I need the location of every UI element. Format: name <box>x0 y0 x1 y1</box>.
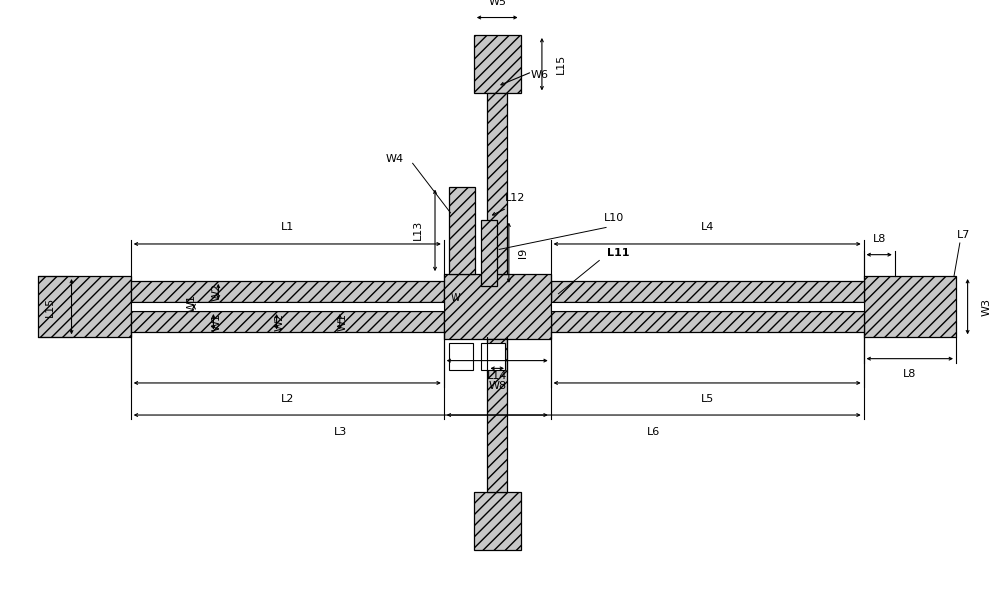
Text: W1: W1 <box>211 313 221 331</box>
Bar <box>38 276 131 337</box>
Text: L3: L3 <box>334 426 347 436</box>
Bar <box>131 281 444 302</box>
Text: L12: L12 <box>505 193 525 203</box>
Bar <box>474 35 521 93</box>
Text: L15: L15 <box>556 54 566 74</box>
Text: W1: W1 <box>338 313 348 331</box>
Bar <box>449 187 475 274</box>
Text: L11: L11 <box>607 248 630 258</box>
Text: W2: W2 <box>211 283 221 300</box>
Bar <box>864 276 956 337</box>
Text: L4: L4 <box>700 223 714 233</box>
Text: W8: W8 <box>488 381 506 391</box>
Text: L5: L5 <box>701 395 714 405</box>
Text: L7: L7 <box>957 230 970 240</box>
Text: L2: L2 <box>281 395 294 405</box>
Text: L8: L8 <box>872 234 886 244</box>
Text: l9: l9 <box>518 247 528 258</box>
Text: L6: L6 <box>647 426 660 436</box>
Text: W4: W4 <box>386 154 404 164</box>
Text: L13: L13 <box>413 220 423 240</box>
Bar <box>131 311 444 332</box>
Text: L1: L1 <box>281 223 294 233</box>
Text: W5: W5 <box>488 0 506 7</box>
Bar <box>481 343 505 370</box>
Bar <box>551 281 864 302</box>
Bar <box>487 339 507 492</box>
Text: W2: W2 <box>275 313 285 331</box>
Text: W: W <box>451 293 460 303</box>
Bar <box>481 220 497 286</box>
Bar <box>474 492 521 550</box>
Text: W6: W6 <box>531 70 549 80</box>
Bar <box>444 274 551 339</box>
Bar <box>449 343 473 370</box>
Text: L15: L15 <box>45 296 55 317</box>
Bar <box>551 302 864 311</box>
Text: L10: L10 <box>604 213 624 223</box>
Text: L8: L8 <box>903 369 916 379</box>
Bar <box>131 302 444 311</box>
Text: W3: W3 <box>982 297 992 316</box>
Text: W1: W1 <box>187 294 197 312</box>
Bar <box>487 93 507 274</box>
Bar <box>551 311 864 332</box>
Text: L14: L14 <box>487 371 507 381</box>
